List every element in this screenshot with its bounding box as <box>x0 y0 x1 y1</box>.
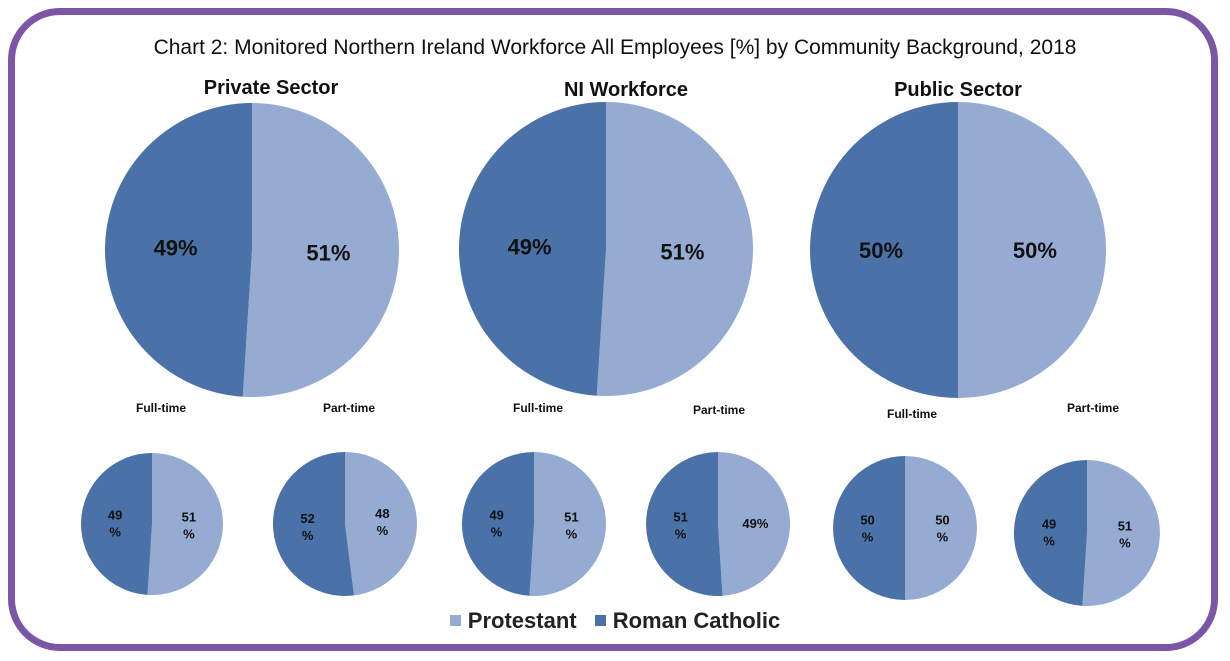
ni-workforce-part-time-pie-label-roman-catholic: 51% <box>673 510 687 542</box>
private-sector-part-time-pie-slice-protestant <box>345 452 417 596</box>
ni-workforce-main-pie-slice-roman-catholic <box>458 102 606 396</box>
public-sector-full-time-title: Full-time <box>887 407 937 421</box>
public-sector-part-time-title: Part-time <box>1067 401 1119 415</box>
public-sector-main-pie-label-roman-catholic: 50% <box>859 238 903 263</box>
ni-workforce-main-pie-label-roman-catholic: 49% <box>508 235 552 260</box>
private-sector-part-time-pie-label-protestant: 48% <box>375 506 389 538</box>
chart-title: Chart 2: Monitored Northern Ireland Work… <box>153 36 1077 59</box>
private-sector-part-time-pie-slice-roman-catholic <box>272 452 355 596</box>
public-sector-main-pie-slice-protestant <box>958 102 1106 398</box>
legend-swatch-roman-catholic <box>594 615 606 626</box>
private-sector-main-pie-label-roman-catholic: 49% <box>154 236 198 261</box>
private-sector-full-time-pie-slice-protestant <box>147 453 223 596</box>
private-sector-part-time-pie-label-roman-catholic: 52% <box>300 511 314 543</box>
legend: Protestant Roman Catholic <box>0 608 1230 634</box>
public-sector-part-time-pie-label-protestant: 51% <box>1118 519 1132 551</box>
panel-public-sector: Public Sector 50% 50% Full-time 50 % 50 % Part-t… <box>810 79 1160 606</box>
private-sector-full-time-title: Full-time <box>136 401 186 415</box>
public-sector-main-pie-slice-roman-catholic <box>810 102 958 398</box>
ni-workforce-full-time-pie-label-roman-catholic: 49% <box>489 507 503 539</box>
ni-workforce-main-pie-label-protestant: 51% <box>660 239 704 264</box>
legend-item-protestant: Protestant <box>449 608 577 634</box>
public-sector-full-time-pie-label-roman-catholic: 50% <box>860 513 874 545</box>
public-sector-full-time-pie-slice-protestant <box>905 456 977 600</box>
legend-label-roman-catholic: Roman Catholic <box>612 608 781 633</box>
ni-workforce-full-time-title: Full-time <box>513 401 563 415</box>
private-sector-main-pie-label-protestant: 51% <box>306 240 350 265</box>
public-sector-part-time-pie-slice-protestant <box>1082 460 1160 606</box>
public-sector-part-time-pie-slice-roman-catholic <box>1013 459 1087 606</box>
public-sector-part-time-pie-label-roman-catholic: 49% <box>1042 516 1056 548</box>
public-sector-full-time-pie-label-protestant: 50% <box>935 513 949 545</box>
legend-item-roman-catholic: Roman Catholic <box>594 608 781 634</box>
private-sector-full-time-pie-label-roman-catholic: 49% <box>108 507 122 539</box>
ni-workforce-full-time-pie-label-protestant: 51% <box>564 510 578 542</box>
legend-label-protestant: Protestant <box>467 608 577 633</box>
panel-title-public-sector: Public Sector <box>894 79 1022 101</box>
ni-workforce-full-time-pie-slice-protestant <box>529 452 606 596</box>
panel-private-sector: Private Sector 51% 49% Full-time 51 % 49 % Part-… <box>80 77 417 596</box>
ni-workforce-main-pie-slice-protestant <box>596 102 753 396</box>
private-sector-part-time-title: Part-time <box>323 401 375 415</box>
panel-ni-workforce: NI Workforce 51% 49% Full-time 51 % 49 % Part-ti… <box>458 79 791 596</box>
private-sector-full-time-pie-slice-roman-catholic <box>80 453 152 595</box>
ni-workforce-part-time-pie-slice-roman-catholic <box>646 452 723 596</box>
private-sector-main-pie-slice-protestant <box>242 103 399 397</box>
public-sector-main-pie-label-protestant: 50% <box>1013 238 1057 263</box>
private-sector-main-pie-slice-roman-catholic <box>104 103 253 397</box>
ni-workforce-part-time-title: Part-time <box>693 403 745 417</box>
public-sector-full-time-pie-slice-roman-catholic <box>833 456 905 600</box>
private-sector-full-time-pie-label-protestant: 51% <box>182 510 196 542</box>
ni-workforce-full-time-pie-slice-roman-catholic <box>461 451 534 596</box>
panel-title-private-sector: Private Sector <box>204 77 339 99</box>
ni-workforce-part-time-pie-slice-protestant <box>718 452 791 596</box>
panel-title-ni-workforce: NI Workforce <box>564 79 688 101</box>
legend-swatch-protestant <box>449 615 461 626</box>
ni-workforce-part-time-pie-label-protestant: 49% <box>742 516 768 531</box>
